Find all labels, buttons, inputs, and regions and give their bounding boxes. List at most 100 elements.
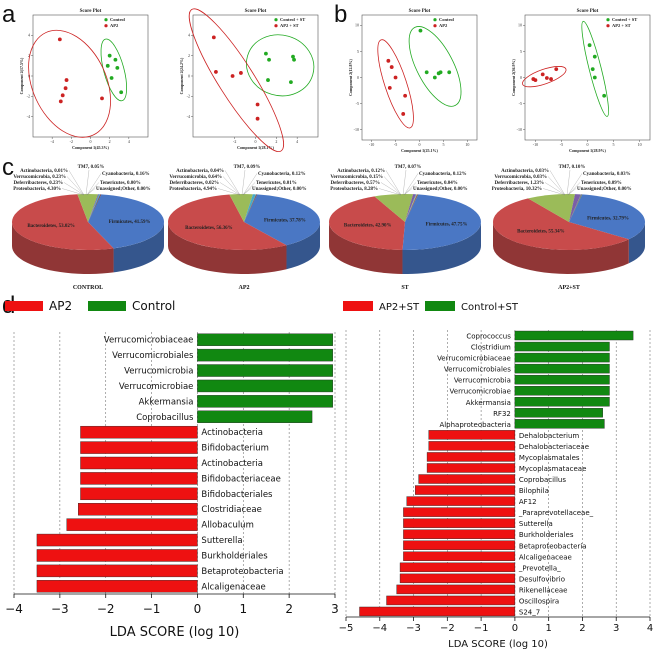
pie-leader-line [542, 188, 566, 196]
y-tick-label: 2 [188, 53, 190, 58]
data-point [255, 102, 260, 107]
lda-taxon-label: Allobaculum [201, 521, 253, 531]
lda-bar [514, 374, 610, 385]
data-point [107, 53, 112, 58]
lda-taxon-label: Sutterella [201, 536, 242, 546]
legend-marker [104, 18, 108, 22]
lda-bar [197, 395, 333, 408]
lda-taxon-label: Desulfovibrio [519, 575, 565, 583]
data-point [60, 93, 65, 98]
legend-label: Control [439, 17, 455, 22]
data-point [64, 78, 69, 82]
pie-leader-line [86, 173, 102, 196]
data-point [592, 54, 597, 59]
pie-leader-line [383, 176, 402, 196]
data-point [387, 86, 392, 90]
lda-taxon-label: Verrucomicrobia [124, 367, 193, 377]
pie-label-firmicutes: Firmicutes, 37.78% [264, 218, 306, 223]
data-point [418, 28, 423, 33]
x-axis-label: LDA SCORE (log 10) [110, 625, 240, 640]
pie-slice-bacteroidetes [493, 198, 629, 251]
data-point [389, 65, 394, 69]
pie-slice-verrucomicrobia [244, 194, 256, 222]
lda-bar [197, 364, 333, 377]
pie-leader-line [544, 182, 566, 196]
y-axis-label: Component 2(12.8%) [348, 59, 353, 96]
legend-label: Control + ST [612, 17, 637, 22]
y-tick-label: -10 [517, 127, 522, 132]
lda-bar [514, 419, 605, 429]
pie-leader-line [217, 188, 241, 196]
confidence-ellipse-group1 [581, 20, 609, 117]
pie-label-bacteroidetes: Bacteroidetes, 42.90% [344, 223, 392, 228]
data-point [602, 93, 607, 98]
pie-slice-deferribacteres [244, 194, 253, 222]
lda-taxon-label: Actinobacteria [201, 428, 263, 438]
pie-leader-line [86, 182, 100, 196]
lda-bar [396, 584, 516, 595]
y-tick-label: 2 [28, 53, 30, 58]
pie-label-tenericutes: Tenericutes, 0.04% [417, 181, 458, 186]
lda-bar [80, 472, 198, 485]
lda-taxon-label: Verrucomicrobiales [444, 366, 511, 374]
data-point [63, 86, 68, 91]
data-point [438, 70, 443, 75]
lda-bar [197, 410, 313, 423]
pie-label-bacteroidetes: Bacteroidetes, 55.34% [517, 229, 565, 234]
y-axis-label: Component 2(36.9%) [511, 59, 516, 96]
data-point [401, 112, 406, 116]
pie-slice-deferribacteres [88, 194, 100, 222]
data-point [211, 35, 216, 40]
pie-slice-tenericutes [569, 194, 583, 222]
legend-marker [606, 18, 610, 22]
y-tick-label: -4 [27, 114, 30, 119]
x-tick-label: -2 [233, 139, 236, 144]
lda-bar [197, 333, 333, 346]
data-point [540, 72, 545, 77]
plot-title: Score Plot [245, 9, 267, 14]
data-point [531, 77, 536, 81]
x-tick-label: 0 [512, 623, 518, 634]
data-point [100, 96, 104, 101]
y-axis-label: Component 2(24.2%) [179, 57, 184, 94]
pie-label-tenericutes: Tenericutes, 0.00% [100, 181, 141, 186]
pie-leader-line [403, 173, 419, 196]
lda-bar [403, 507, 516, 517]
plot-title: Score Plot [80, 9, 102, 14]
x-tick-label: 1 [239, 602, 247, 616]
pie-leader-line [86, 188, 96, 196]
legend-swatch-control [88, 301, 126, 311]
lda-taxon-label: AF12 [519, 498, 537, 506]
pie-label-tm7: TM7, 0.10% [559, 165, 586, 170]
lda-taxon-label: Alphaproteobacteria [439, 421, 510, 429]
legend-marker [433, 24, 437, 28]
pie-label-proteobacteria: Proteobacteria, 4.94% [169, 187, 217, 192]
legend-label: AP2 [439, 23, 448, 28]
lda-taxon-label: Betaproteobacteria [519, 542, 587, 550]
pie-label-verrucomicrobia: Verrucomicrobia, 0.15% [330, 175, 383, 180]
panel-label-b: b [334, 1, 347, 28]
pie-slice-actinobacteria [244, 194, 257, 222]
pie-slice-cyanobacteria [88, 194, 102, 222]
x-tick-label: 3 [331, 602, 339, 616]
pie-slice-tm- [405, 194, 418, 222]
lda-bar [514, 363, 610, 374]
pie-leader-line [567, 182, 581, 196]
pie-slice-actinobacteria [88, 194, 101, 222]
pie-label-firmicutes: Firmicutes, 41.59% [109, 220, 151, 225]
y-tick-label: 4 [28, 33, 30, 38]
lda-bar [197, 348, 333, 362]
lda-bar [197, 379, 333, 393]
pls-score-plot-b1: Score Plot -10 -5 0 5 10 -10 -5 0 5 10 Component 1(… [348, 9, 478, 153]
data-point [214, 70, 218, 74]
data-point [544, 76, 549, 80]
data-point [255, 116, 260, 121]
data-point [267, 57, 271, 62]
x-tick-label: 5 [442, 142, 444, 147]
pie-chart-ap2-st: Firmicutes, 32.79% Bacteroidetes, 55.34% A… [492, 165, 645, 291]
legend-marker [104, 24, 108, 28]
pie-slice-bacteroidetes [328, 196, 405, 250]
lda-bar [80, 456, 198, 470]
legend-label-control-st: Control+ST [461, 302, 519, 313]
lda-taxon-label: _Paraprevotellaceae_ [518, 509, 594, 517]
